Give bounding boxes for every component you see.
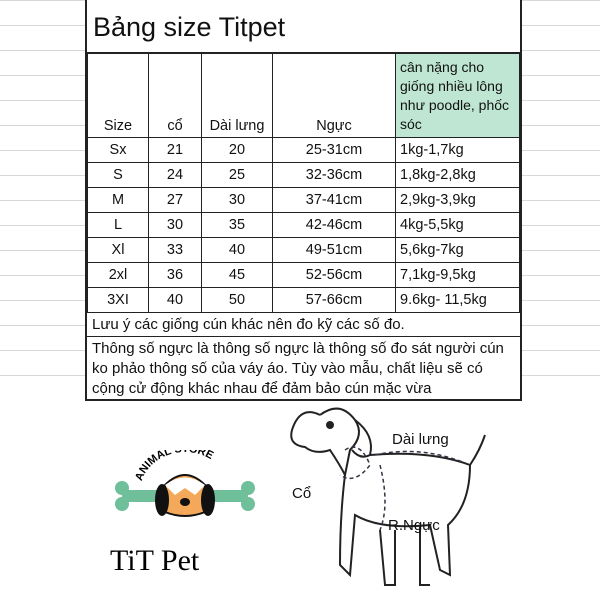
table-row: L 30 35 42-46cm 4kg-5,5kg: [87, 212, 520, 238]
cell-weight: 9.6kg- 11,5kg: [395, 287, 520, 313]
cell-back-length: 25: [201, 162, 273, 188]
cell-weight: 1kg-1,7kg: [395, 137, 520, 163]
cell-chest: 52-56cm: [272, 262, 396, 288]
logo-wordmark: TiT Pet: [110, 544, 200, 577]
header-weight: cân nặng cho giống nhiều lông như poodle…: [395, 53, 520, 138]
cell-chest: 49-51cm: [272, 237, 396, 263]
cell-neck: 21: [148, 137, 202, 163]
note: Lưu ý các giống cún khác nên đo kỹ các s…: [87, 313, 520, 337]
cell-back-length: 35: [201, 212, 273, 238]
cell-size: S: [87, 162, 149, 188]
cell-back-length: 30: [201, 187, 273, 213]
header-size: Size: [87, 53, 149, 138]
dog-measurement-diagram: Dài lưng Cổ R.Ngực: [280, 395, 520, 600]
cell-weight: 4kg-5,5kg: [395, 212, 520, 238]
table-row: 3XI 40 50 57-66cm 9.6kg- 11,5kg: [87, 287, 520, 313]
table-row: Sx 21 20 25-31cm 1kg-1,7kg: [87, 137, 520, 163]
table-row: S 24 25 32-36cm 1,8kg-2,8kg: [87, 162, 520, 188]
cell-neck: 33: [148, 237, 202, 263]
cell-chest: 32-36cm: [272, 162, 396, 188]
cell-weight: 1,8kg-2,8kg: [395, 162, 520, 188]
cell-chest: 42-46cm: [272, 212, 396, 238]
dog-face-icon: [155, 474, 215, 517]
dog-outline-icon: [290, 407, 486, 586]
cell-size: Xl: [87, 237, 149, 263]
cell-size: M: [87, 187, 149, 213]
neck-label: Cổ: [292, 485, 312, 502]
size-table-sheet: Bảng size Titpet Size cổ Dài lưng Ngực c…: [85, 0, 522, 401]
cell-weight: 5,6kg-7kg: [395, 237, 520, 263]
table-row: M 27 30 37-41cm 2,9kg-3,9kg: [87, 187, 520, 213]
cell-back-length: 20: [201, 137, 273, 163]
header-row: Size cổ Dài lưng Ngực cân nặng cho giống…: [87, 53, 520, 138]
back-length-label: Dài lưng: [392, 431, 449, 448]
cell-chest: 57-66cm: [272, 287, 396, 313]
cell-neck: 36: [148, 262, 202, 288]
cell-neck: 24: [148, 162, 202, 188]
cell-size: 2xl: [87, 262, 149, 288]
cell-chest: 37-41cm: [272, 187, 396, 213]
header-neck: cổ: [148, 53, 202, 138]
chest-label: R.Ngực: [388, 517, 440, 534]
paragraph: Thông số ngực là thông số ngực là thông …: [92, 340, 504, 397]
size-table: Size cổ Dài lưng Ngực cân nặng cho giống…: [87, 53, 520, 313]
cell-back-length: 40: [201, 237, 273, 263]
titpet-logo: ANIMAL STORE TiT Pet: [110, 450, 255, 577]
cell-weight: 2,9kg-3,9kg: [395, 187, 520, 213]
cell-neck: 40: [148, 287, 202, 313]
header-chest: Ngực: [272, 53, 396, 138]
cell-neck: 30: [148, 212, 202, 238]
cell-back-length: 50: [201, 287, 273, 313]
table-row: Xl 33 40 49-51cm 5,6kg-7kg: [87, 237, 520, 263]
cell-size: L: [87, 212, 149, 238]
table-title: Bảng size Titpet: [87, 0, 520, 53]
cell-back-length: 45: [201, 262, 273, 288]
header-back-length: Dài lưng: [201, 53, 273, 138]
cell-chest: 25-31cm: [272, 137, 396, 163]
cell-size: 3XI: [87, 287, 149, 313]
cell-neck: 27: [148, 187, 202, 213]
cell-size: Sx: [87, 137, 149, 163]
table-row: 2xl 36 45 52-56cm 7,1kg-9,5kg: [87, 262, 520, 288]
cell-weight: 7,1kg-9,5kg: [395, 262, 520, 288]
